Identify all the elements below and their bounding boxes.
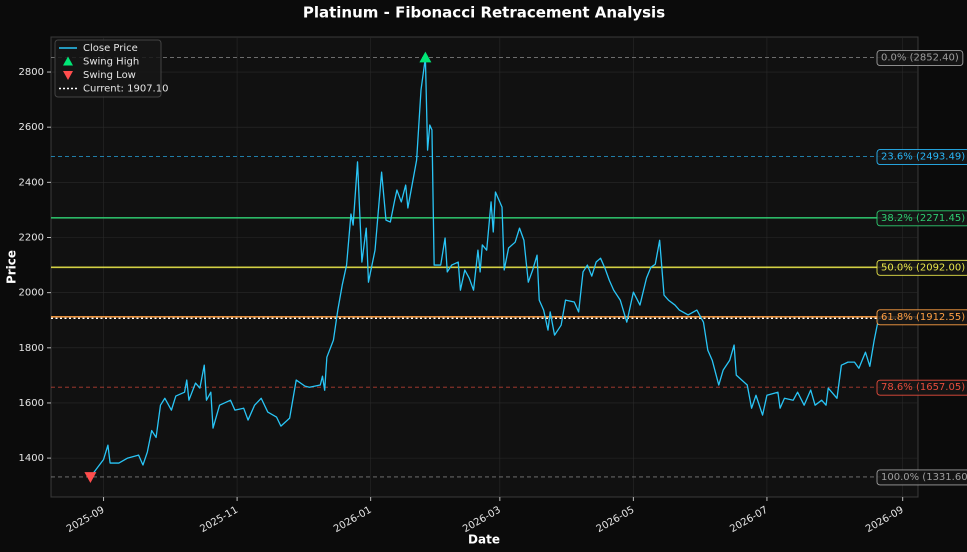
fib-level-label: 50.0% (2092.00): [881, 262, 965, 273]
fib-label-box: [876, 50, 964, 67]
y-tick-label: 2200: [19, 232, 44, 243]
legend-label: Swing Low: [83, 70, 136, 81]
fib-level-label: 0.0% (2852.40): [881, 53, 959, 64]
legend-swatch: [63, 56, 73, 66]
fib-label-box: [876, 469, 967, 486]
y-tick-label: 1400: [19, 453, 44, 464]
x-axis-label: Date: [468, 533, 500, 547]
y-tick-label: 2400: [19, 177, 44, 188]
y-tick-label: 2800: [19, 67, 44, 78]
fib-label-box: [876, 309, 967, 326]
y-tick-label: 2000: [19, 288, 44, 299]
legend-label: Current: 1907.10: [83, 84, 168, 95]
y-tick-label: 1600: [19, 398, 44, 409]
legend-swatch: [63, 71, 73, 80]
fib-level-label: 100.0% (1331.60): [881, 472, 967, 483]
fib-level-label: 23.6% (2493.49): [881, 152, 965, 163]
fib-label-box: [876, 149, 967, 166]
legend-label: Swing High: [83, 57, 139, 68]
fib-label-box: [876, 210, 967, 227]
fib-label-box: [876, 379, 967, 396]
legend-box: [54, 39, 162, 98]
swing-marker: [419, 51, 432, 63]
y-tick-label: 1800: [19, 343, 44, 354]
swing-marker: [84, 472, 97, 483]
price-line: [89, 56, 880, 478]
y-tick-label: 2600: [19, 122, 44, 133]
y-axis-label: Price: [5, 250, 19, 284]
fib-label-box: [876, 259, 967, 276]
legend-label: Close Price: [83, 43, 138, 54]
chart-title: Platinum - Fibonacci Retracement Analysi…: [303, 4, 665, 22]
fib-level-label: 61.8% (1912.55): [881, 312, 965, 323]
fib-level-label: 38.2% (2271.45): [881, 213, 965, 224]
fib-level-label: 78.6% (1657.05): [881, 382, 965, 393]
